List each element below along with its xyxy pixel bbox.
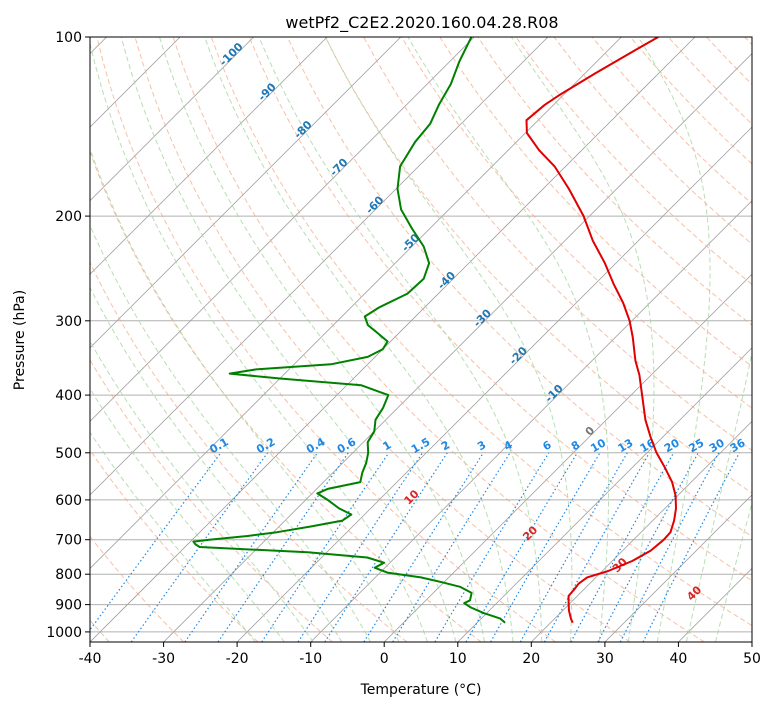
isobar-gridlines	[90, 37, 752, 633]
mixing-ratio-line-13	[519, 452, 628, 642]
isotherm-10	[457, 347, 752, 642]
moist-adiabat-40	[685, 350, 752, 642]
y-tick-label: 600	[55, 493, 82, 509]
dry-adiabat--30	[90, 535, 185, 642]
moist-adiabat-12	[159, 37, 485, 642]
x-tick-label: 0	[380, 651, 389, 667]
isotherm--50	[90, 37, 622, 569]
mixing-ratio-line-16	[543, 452, 650, 642]
moist-adiabat--4	[90, 224, 371, 642]
y-tick-label: 900	[55, 598, 82, 614]
moist-adiabat--20	[90, 431, 256, 642]
mixing-ratio-line-1	[261, 452, 390, 642]
y-tick-label: 100	[55, 30, 82, 46]
mixing-ratio-line-0.1	[90, 452, 222, 631]
y-tick-label: 1000	[46, 625, 82, 641]
mixing-ratio-line-0.6	[217, 452, 349, 642]
y-tick-label: 200	[55, 209, 82, 225]
mixing-ratio-line-36	[642, 452, 740, 642]
isotherm-gridlines	[90, 37, 752, 642]
x-tick-label: -20	[226, 651, 249, 667]
y-tick-label: 300	[55, 314, 82, 330]
dry-adiabat-90	[363, 37, 752, 451]
isotherm--10	[310, 200, 752, 642]
dry-adiabat-0	[90, 261, 408, 642]
x-tick-label: -30	[152, 651, 175, 667]
dry-adiabat-50	[210, 37, 752, 627]
isotherm--100	[90, 37, 254, 202]
isotherm--80	[90, 37, 402, 349]
y-axis-label: Pressure (hPa)	[12, 290, 28, 390]
chart-title: wetPf2_C2E2.2020.160.04.28.R08	[285, 13, 558, 33]
temperature-trace	[525, 37, 677, 624]
isotherm--90	[90, 37, 328, 275]
isotherm-0	[383, 273, 752, 642]
isotherm--20	[236, 126, 752, 642]
isotherm--60	[90, 37, 549, 496]
dry-adiabat-20	[96, 37, 556, 642]
mixing-ratio-line-30	[619, 452, 720, 642]
dry-adiabat-10	[90, 150, 482, 642]
isotherm--70	[90, 37, 475, 422]
x-tick-label: 50	[743, 651, 761, 667]
plot-frame	[89, 36, 753, 643]
moist-adiabats	[90, 37, 752, 642]
mixing-ratio-line-4	[392, 452, 511, 642]
dry-adiabat-70	[286, 37, 752, 538]
moist-adiabat-36	[637, 37, 711, 642]
moist-adiabat-44	[714, 501, 752, 642]
moist-adiabat--8	[90, 286, 343, 642]
y-axis-ticks: 100 200 300 400 500 600 700 800 900 1000	[46, 30, 90, 641]
mixing-ratio-line-3	[363, 452, 484, 642]
y-tick-label: 800	[55, 567, 82, 583]
dry-adiabat--10	[90, 358, 333, 642]
x-tick-label: -40	[79, 651, 102, 667]
y-tick-label: 500	[55, 446, 82, 462]
mixing-ratio-line-1.5	[297, 452, 423, 642]
y-tick-label: 700	[55, 533, 82, 549]
moist-adiabat--16	[90, 387, 285, 642]
moist-adiabat-16	[204, 37, 514, 642]
x-axis-label: Temperature (°C)	[360, 682, 482, 698]
moist-adiabat-8	[120, 37, 457, 642]
x-tick-label: 30	[596, 651, 614, 667]
dry-adiabat-60	[248, 37, 752, 582]
x-tick-label: 40	[669, 651, 687, 667]
isotherm-30	[604, 494, 752, 642]
moist-adiabat-32	[510, 37, 655, 642]
mixing-ratio-line-10	[490, 452, 601, 642]
dry-adiabat-40	[172, 37, 705, 642]
y-tick-label: 400	[55, 388, 82, 404]
moist-adiabat-20	[258, 37, 543, 642]
mixing-ratio-line-2	[324, 452, 448, 642]
moist-adiabat--12	[90, 340, 314, 642]
moist-adiabat-24	[325, 37, 573, 642]
sounding-traces	[192, 37, 677, 624]
dry-adiabat-110	[439, 37, 752, 368]
moist-adiabat-0	[90, 147, 400, 642]
dry-adiabat-120	[477, 37, 752, 326]
isotherm--40	[90, 37, 696, 642]
isotherm--30	[163, 53, 752, 642]
x-tick-label: -10	[299, 651, 322, 667]
isotherm-20	[531, 420, 752, 642]
dry-adiabat--20	[90, 449, 259, 642]
x-axis-ticks: -40 -30 -20 -10 0 10 20 30 40 50	[79, 642, 761, 667]
mixing-ratio-line-0.2	[130, 452, 269, 642]
x-tick-label: 10	[449, 651, 467, 667]
mixing-ratio-line-0.4	[184, 452, 318, 642]
moist-adiabat-28	[407, 37, 610, 642]
dewpoint-trace	[192, 37, 506, 624]
x-tick-label: 20	[522, 651, 540, 667]
